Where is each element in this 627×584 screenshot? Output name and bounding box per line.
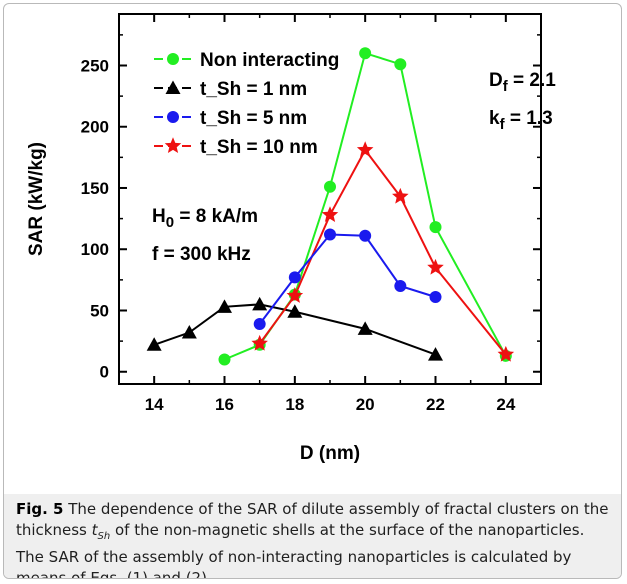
data-point xyxy=(356,141,374,158)
x-tick-label: 20 xyxy=(356,395,375,414)
data-point xyxy=(251,334,268,351)
data-point xyxy=(253,317,266,330)
caption-text-before: The dependence of the SAR of dilute asse… xyxy=(16,500,609,539)
y-tick-label: 150 xyxy=(81,179,109,198)
data-point xyxy=(394,279,407,292)
data-point xyxy=(321,206,339,222)
figure-panel: 14 16 18 20 22 24 0 50 100 150 200 250 Non interact… xyxy=(3,3,622,579)
series-line xyxy=(258,233,436,325)
x-tick-label: 22 xyxy=(426,395,445,414)
x-axis-label: D (nm) xyxy=(300,443,360,464)
series-1 xyxy=(146,296,443,361)
data-point xyxy=(429,291,442,304)
data-point xyxy=(359,47,372,60)
y-tick-label: 250 xyxy=(81,56,109,75)
data-point xyxy=(359,229,372,242)
data-point xyxy=(217,299,232,313)
legend: Non interacting t_Sh = 1 nm t_Sh = 5 nm t_S… xyxy=(154,50,339,158)
sar-chart: 14 16 18 20 22 24 0 50 100 150 200 250 Non interact… xyxy=(26,13,556,464)
x-tick-label: 14 xyxy=(145,395,164,414)
data-point xyxy=(324,228,336,241)
legend-label: t_Sh = 5 nm xyxy=(200,108,307,129)
x-tick-label: 16 xyxy=(215,395,234,414)
data-point xyxy=(324,180,336,193)
annotations: Df = 2.1 kf = 1.3 H0 = 8 kA/m f = 300 kH… xyxy=(152,70,556,265)
data-point xyxy=(167,53,179,65)
y-tick-label: 200 xyxy=(81,118,109,137)
data-point xyxy=(164,137,182,154)
legend-label: t_Sh = 10 nm xyxy=(200,137,318,158)
series-line xyxy=(258,148,507,356)
series-3 xyxy=(251,141,515,362)
legend-label: t_Sh = 1 nm xyxy=(200,79,307,100)
thickness-symbol: tSh xyxy=(91,521,111,542)
frequency-annotation: f = 300 kHz xyxy=(152,244,251,265)
df-annotation: Df = 2.1 xyxy=(489,70,556,95)
h0-annotation: H0 = 8 kA/m xyxy=(152,206,258,231)
axes-layer: 14 16 18 20 22 24 0 50 100 150 200 250 xyxy=(81,13,542,414)
data-point xyxy=(181,325,197,339)
data-point xyxy=(394,58,407,71)
data-point xyxy=(288,271,301,284)
data-point xyxy=(286,287,304,303)
data-point xyxy=(167,111,179,123)
figure-label: Fig. 5 xyxy=(16,500,64,518)
legend-entry: t_Sh = 5 nm xyxy=(154,108,307,129)
data-point xyxy=(429,221,442,234)
legend-label: Non interacting xyxy=(200,50,339,71)
data-point xyxy=(287,304,303,318)
x-tick-label: 24 xyxy=(496,395,515,414)
data-point xyxy=(357,321,373,335)
data-point xyxy=(427,258,444,275)
data-point xyxy=(218,353,231,366)
legend-entry: t_Sh = 10 nm xyxy=(154,137,318,158)
y-tick-label: 0 xyxy=(100,363,109,382)
series-layer xyxy=(146,47,515,366)
y-axis-label: SAR (kW/kg) xyxy=(26,142,47,256)
y-tick-label: 100 xyxy=(81,240,109,259)
y-tick-label: 50 xyxy=(90,301,109,320)
legend-entry: t_Sh = 1 nm xyxy=(154,79,307,100)
kf-annotation: kf = 1.3 xyxy=(489,108,553,133)
caption-text-after: of the non-magnetic shells at the surfac… xyxy=(16,521,585,579)
data-point xyxy=(428,347,443,361)
series-2 xyxy=(253,228,442,330)
data-point xyxy=(252,296,268,311)
data-point xyxy=(392,187,409,204)
data-point xyxy=(146,337,162,351)
x-tick-label: 18 xyxy=(285,395,304,414)
legend-entry: Non interacting xyxy=(154,50,339,71)
data-point xyxy=(165,80,181,94)
caption-panel: Fig. 5 The dependence of the SAR of dilu… xyxy=(4,494,621,579)
data-point xyxy=(497,345,515,362)
figure-caption: Fig. 5 The dependence of the SAR of dilu… xyxy=(16,499,609,579)
